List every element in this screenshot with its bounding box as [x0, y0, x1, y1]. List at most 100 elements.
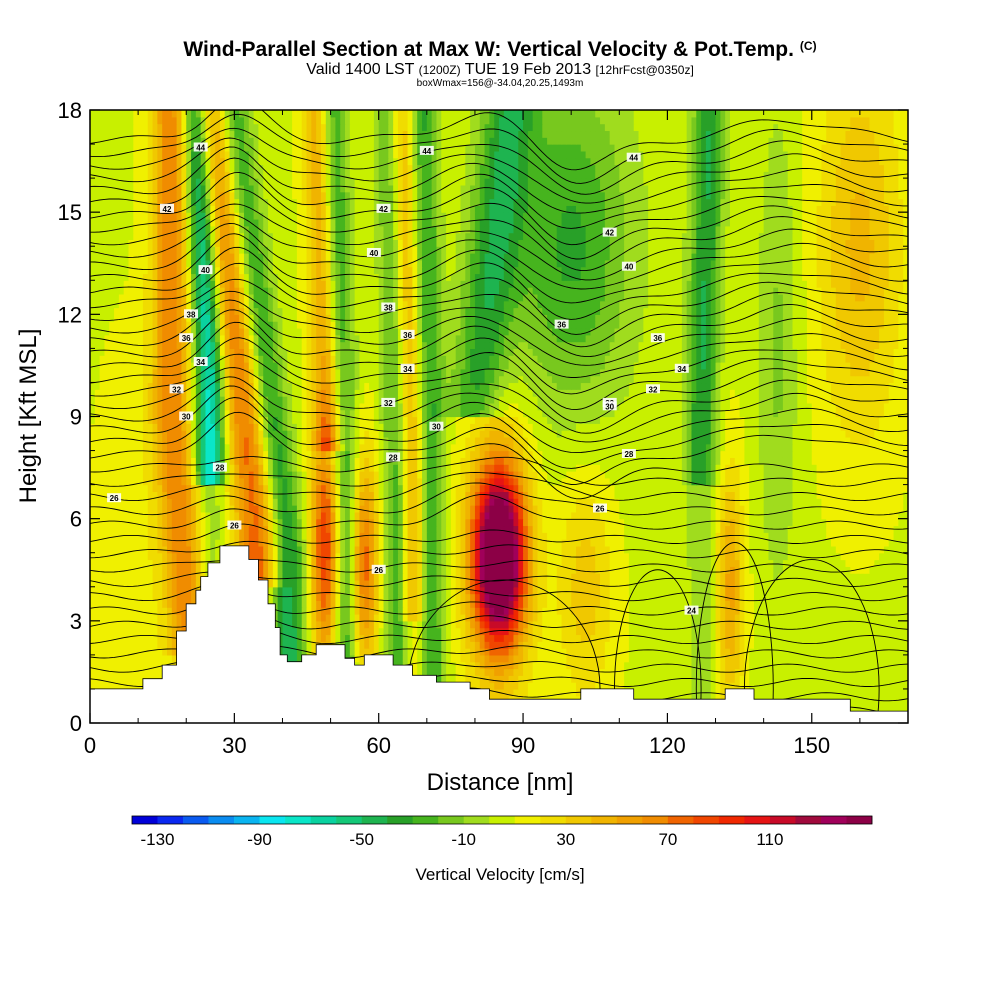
- velocity-cell: [181, 579, 187, 588]
- velocity-cell: [624, 634, 630, 642]
- velocity-cell: [186, 573, 192, 581]
- velocity-cell: [542, 559, 548, 567]
- velocity-cell: [705, 586, 712, 595]
- velocity-cell: [518, 648, 524, 656]
- velocity-cell: [373, 634, 380, 642]
- velocity-cell: [523, 654, 529, 663]
- velocity-cell: [768, 654, 774, 663]
- velocity-cell: [879, 607, 885, 615]
- velocity-cell: [499, 532, 505, 540]
- velocity-cell: [652, 600, 659, 608]
- velocity-cell: [633, 661, 640, 670]
- velocity-cell: [845, 661, 851, 670]
- velocity-cell: [306, 559, 312, 567]
- velocity-cell: [277, 518, 284, 527]
- velocity-cell: [677, 600, 683, 608]
- velocity-cell: [306, 532, 312, 540]
- velocity-cell: [446, 648, 452, 656]
- velocity-cell: [388, 573, 394, 581]
- velocity-cell: [821, 607, 827, 615]
- velocity-cell: [667, 607, 673, 615]
- velocity-cell: [349, 518, 356, 527]
- velocity-cell: [619, 579, 625, 588]
- velocity-cell: [215, 518, 221, 527]
- velocity-cell: [431, 545, 438, 554]
- velocity-cell: [855, 552, 861, 561]
- velocity-cell: [619, 593, 625, 601]
- velocity-cell: [508, 661, 515, 670]
- velocity-cell: [157, 614, 163, 622]
- velocity-cell: [407, 573, 413, 581]
- velocity-cell: [147, 573, 154, 581]
- velocity-cell: [104, 627, 110, 636]
- velocity-cell: [479, 620, 486, 629]
- velocity-cell: [879, 579, 885, 588]
- velocity-cell: [138, 620, 144, 629]
- velocity-cell: [354, 620, 361, 629]
- velocity-cell: [157, 525, 163, 533]
- velocity-cell: [575, 559, 582, 567]
- velocity-cell: [782, 688, 789, 697]
- velocity-cell: [628, 634, 635, 642]
- velocity-cell: [523, 586, 529, 595]
- velocity-cell: [171, 614, 178, 622]
- velocity-cell: [258, 539, 264, 547]
- velocity-cell: [301, 607, 308, 615]
- velocity-cell: [864, 654, 871, 663]
- velocity-cell: [677, 668, 683, 676]
- velocity-cell: [474, 668, 481, 676]
- velocity-cell: [874, 661, 880, 670]
- velocity-cell: [758, 668, 765, 676]
- velocity-cell: [397, 627, 404, 636]
- velocity-cell: [609, 661, 616, 670]
- velocity-cell: [768, 593, 774, 601]
- velocity-cell: [508, 648, 515, 656]
- velocity-cell: [691, 539, 697, 547]
- velocity-cell: [422, 552, 428, 561]
- velocity-cell: [686, 532, 693, 540]
- velocity-cell: [850, 702, 856, 710]
- velocity-cell: [624, 593, 630, 601]
- velocity-cell: [595, 525, 601, 533]
- velocity-cell: [778, 661, 784, 670]
- velocity-cell: [575, 573, 582, 581]
- velocity-cell: [710, 593, 717, 601]
- velocity-cell: [123, 600, 130, 608]
- velocity-cell: [624, 668, 630, 676]
- velocity-cell: [229, 539, 235, 547]
- velocity-cell: [850, 600, 856, 608]
- velocity-cell: [850, 627, 856, 636]
- velocity-cell: [142, 518, 149, 527]
- velocity-cell: [725, 566, 731, 574]
- velocity-cell: [542, 648, 548, 656]
- velocity-cell: [171, 579, 178, 588]
- velocity-cell: [489, 539, 495, 547]
- velocity-cell: [715, 539, 721, 547]
- velocity-cell: [114, 586, 120, 595]
- velocity-cell: [840, 682, 847, 690]
- velocity-cell: [455, 607, 462, 615]
- velocity-cell: [575, 661, 582, 670]
- velocity-cell: [330, 573, 336, 581]
- velocity-cell: [652, 682, 659, 690]
- velocity-cell: [826, 545, 832, 554]
- velocity-cell: [436, 579, 442, 588]
- velocity-cell: [99, 634, 106, 642]
- velocity-cell: [436, 654, 442, 663]
- velocity-cell: [436, 607, 442, 615]
- velocity-cell: [888, 634, 895, 642]
- velocity-cell: [840, 614, 847, 622]
- velocity-cell: [893, 668, 899, 676]
- velocity-cell: [503, 641, 510, 649]
- velocity-cell: [811, 586, 818, 595]
- velocity-cell: [152, 586, 158, 595]
- velocity-cell: [729, 593, 736, 601]
- velocity-cell: [879, 559, 885, 567]
- velocity-cell: [114, 661, 120, 670]
- velocity-cell: [118, 579, 125, 588]
- velocity-cell: [128, 539, 134, 547]
- velocity-cell: [94, 661, 101, 670]
- velocity-cell: [850, 545, 856, 554]
- velocity-cell: [821, 654, 827, 663]
- velocity-cell: [575, 607, 582, 615]
